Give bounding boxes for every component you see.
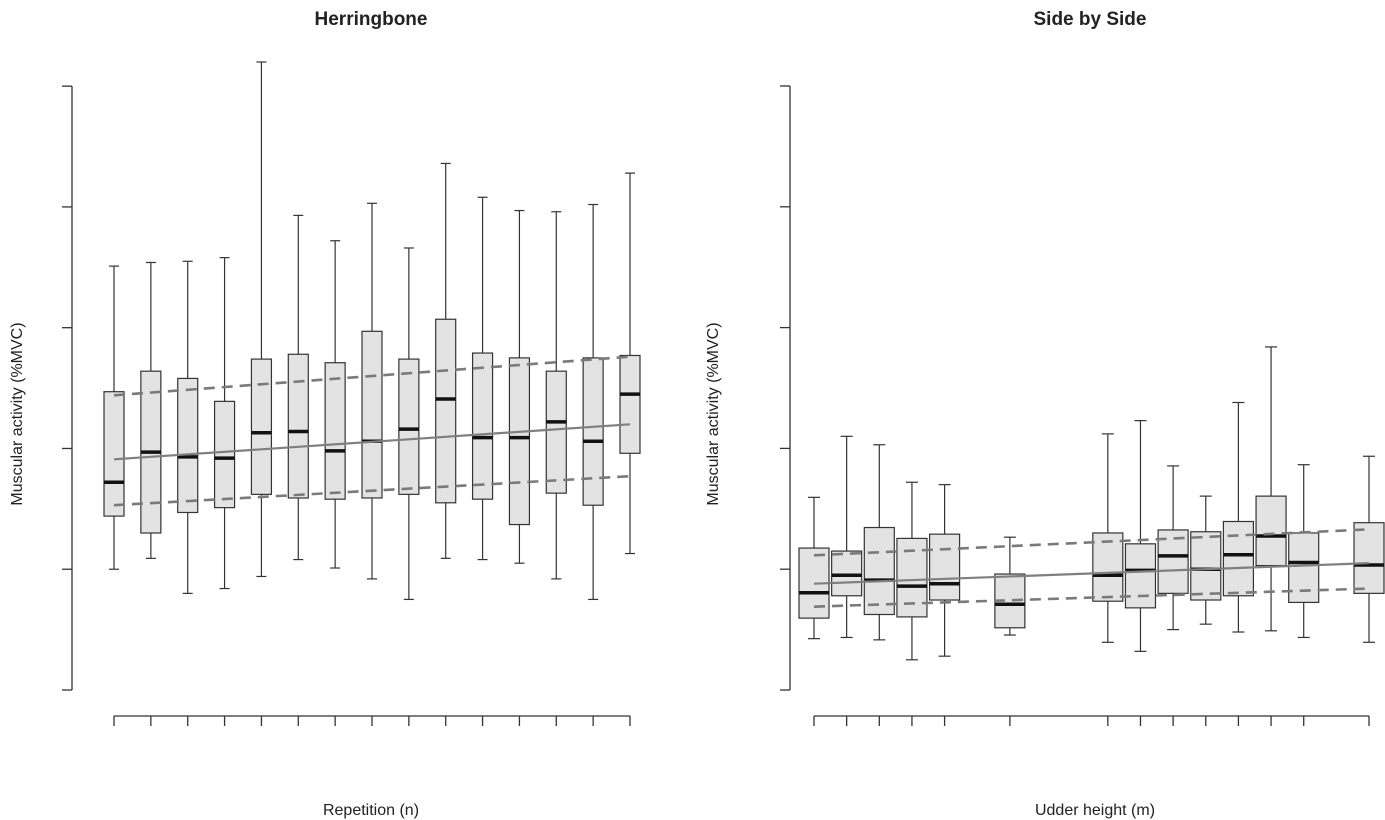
- side-by-side-box-6: [1092, 433, 1124, 643]
- side-by-side-box-9: [1190, 495, 1222, 625]
- box-body: [1222, 520, 1255, 597]
- side-by-side-panel: Side by Side Udder height (m) Muscular a…: [705, 9, 1385, 819]
- box-body: [103, 391, 125, 517]
- side-by-side-upper-band-line: [813, 528, 1370, 557]
- box-body: [471, 352, 494, 500]
- box-body: [1190, 531, 1222, 601]
- box-body: [287, 353, 309, 499]
- herringbone-box-4: [250, 61, 273, 578]
- box-body: [398, 358, 420, 495]
- herringbone-box-3: [213, 257, 236, 590]
- box-body: [1124, 543, 1157, 609]
- box-body: [863, 526, 895, 616]
- herringbone-box-0: [103, 265, 125, 570]
- herringbone-fit-line: [113, 423, 631, 461]
- box-body: [361, 330, 383, 499]
- side-by-side-box-5: [994, 536, 1026, 636]
- box-body: [1157, 529, 1189, 594]
- side-by-side-box-1: [831, 435, 863, 639]
- box-body: [324, 362, 346, 500]
- herringbone-box-14: [619, 172, 641, 555]
- box-body: [545, 370, 567, 494]
- side-by-side-box-7: [1124, 420, 1157, 652]
- side-by-side-lower-band-line: [813, 587, 1370, 608]
- box-body: [1353, 522, 1385, 594]
- box-body: [619, 354, 641, 454]
- side-by-side-box-4: [928, 484, 961, 657]
- herringbone-box-6: [324, 240, 346, 569]
- side-by-side-x-axis-label: Udder height (m): [1035, 802, 1155, 819]
- box-body: [1288, 532, 1320, 604]
- herringbone-box-12: [545, 211, 567, 580]
- herringbone-upper-band-line: [113, 355, 631, 397]
- side-by-side-fit-line: [813, 562, 1370, 585]
- box-body: [213, 400, 236, 509]
- box-body: [508, 357, 531, 526]
- box-body: [928, 533, 961, 601]
- herringbone-lower-band-line: [113, 474, 631, 507]
- side-by-side-box-8: [1157, 465, 1189, 631]
- box-body: [1255, 495, 1287, 567]
- herringbone-box-10: [471, 196, 494, 561]
- side-by-side-box-2: [863, 444, 895, 641]
- herringbone-panel: Herringbone Repetition (n) Muscular acti…: [9, 9, 641, 819]
- box-body: [582, 357, 604, 506]
- side-by-side-box-10: [1222, 401, 1255, 633]
- side-by-side-box-11: [1255, 346, 1287, 632]
- box-body: [250, 358, 273, 495]
- herringbone-box-13: [582, 203, 604, 601]
- herringbone-box-5: [287, 214, 309, 561]
- herringbone-box-1: [140, 261, 162, 559]
- herringbone-box-11: [508, 209, 531, 564]
- side-by-side-box-3: [896, 481, 928, 661]
- herringbone-box-7: [361, 202, 383, 580]
- herringbone-title: Herringbone: [315, 9, 428, 30]
- side-by-side-title: Side by Side: [1034, 9, 1147, 30]
- box-body: [435, 318, 457, 504]
- box-body: [1092, 532, 1124, 602]
- herringbone-y-axis-label: Muscular activity (%MVC): [9, 322, 26, 505]
- box-body: [831, 550, 863, 597]
- side-by-side-y-axis-label: Muscular activity (%MVC): [705, 322, 722, 505]
- herringbone-box-9: [435, 162, 457, 559]
- side-by-side-box-0: [798, 496, 830, 640]
- side-by-side-box-13: [1353, 455, 1385, 643]
- herringbone-box-2: [177, 260, 199, 594]
- side-by-side-box-12: [1288, 464, 1320, 639]
- herringbone-x-axis-label: Repetition (n): [323, 802, 419, 819]
- box-body: [177, 377, 199, 514]
- herringbone-box-8: [398, 247, 420, 601]
